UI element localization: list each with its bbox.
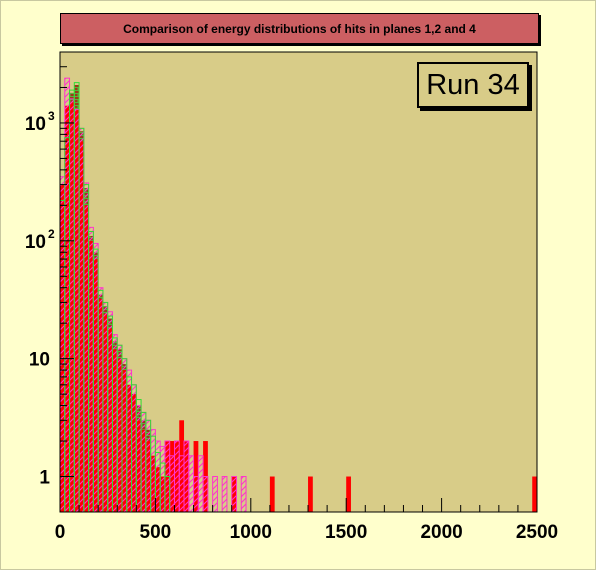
x-tick-label: 1000 <box>230 522 272 543</box>
bar <box>111 334 118 513</box>
bar <box>140 411 147 513</box>
bar <box>150 429 156 513</box>
bar <box>78 127 85 513</box>
y-tick-label: 10 <box>29 350 50 371</box>
bar <box>107 311 113 513</box>
y-tick-exponent: 2 <box>48 227 55 241</box>
bar <box>346 476 351 512</box>
x-tick-label: 2000 <box>420 522 462 543</box>
bar <box>102 301 109 513</box>
bar <box>154 440 161 513</box>
bar <box>135 405 142 513</box>
bar <box>173 440 180 513</box>
bar <box>269 476 275 512</box>
bar <box>231 476 237 513</box>
y-tick-label: 10 <box>25 114 46 135</box>
bar <box>188 455 195 513</box>
bar <box>64 77 71 513</box>
bar <box>159 445 166 513</box>
bar <box>221 476 228 513</box>
bar <box>308 476 313 512</box>
x-tick-label: 0 <box>55 522 66 543</box>
bar <box>212 476 218 513</box>
bar <box>169 455 175 513</box>
bar <box>197 455 204 513</box>
bar <box>73 109 80 513</box>
bars-group <box>59 77 537 513</box>
chart-title: Comparison of energy distributions of hi… <box>60 13 539 44</box>
bar <box>131 384 137 513</box>
x-tick-label: 1500 <box>325 522 367 543</box>
x-tick-label: 2500 <box>516 522 558 543</box>
bar <box>193 476 199 513</box>
bar <box>88 226 94 513</box>
y-tick-label: 1 <box>39 468 50 489</box>
y-tick-label: 10 <box>25 232 46 253</box>
bar <box>145 419 152 513</box>
x-tick-label: 500 <box>140 522 172 543</box>
bar <box>126 369 133 513</box>
bar <box>202 476 209 513</box>
bar <box>92 242 99 513</box>
bar <box>183 440 190 513</box>
bar <box>121 358 128 513</box>
y-tick-exponent: 3 <box>48 109 55 123</box>
bar <box>69 98 75 513</box>
bar <box>532 476 537 512</box>
bar <box>83 182 90 513</box>
bar <box>116 344 123 513</box>
plot-frame <box>59 51 538 513</box>
bar <box>97 287 104 513</box>
run-annotation: Run 34 <box>417 62 529 108</box>
bar <box>59 176 66 513</box>
bar <box>240 476 247 513</box>
bar <box>178 455 185 513</box>
